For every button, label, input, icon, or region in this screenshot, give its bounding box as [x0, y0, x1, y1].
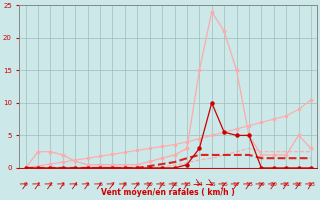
X-axis label: Vent moyen/en rafales ( km/h ): Vent moyen/en rafales ( km/h ): [101, 188, 235, 197]
